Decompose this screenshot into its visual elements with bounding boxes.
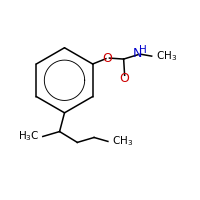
Text: H$_3$C: H$_3$C	[18, 130, 40, 143]
Text: O: O	[103, 52, 112, 65]
Text: CH$_3$: CH$_3$	[156, 49, 177, 63]
Text: H: H	[139, 45, 146, 55]
Text: O: O	[120, 72, 130, 85]
Text: N: N	[133, 47, 143, 60]
Text: CH$_3$: CH$_3$	[112, 135, 133, 148]
